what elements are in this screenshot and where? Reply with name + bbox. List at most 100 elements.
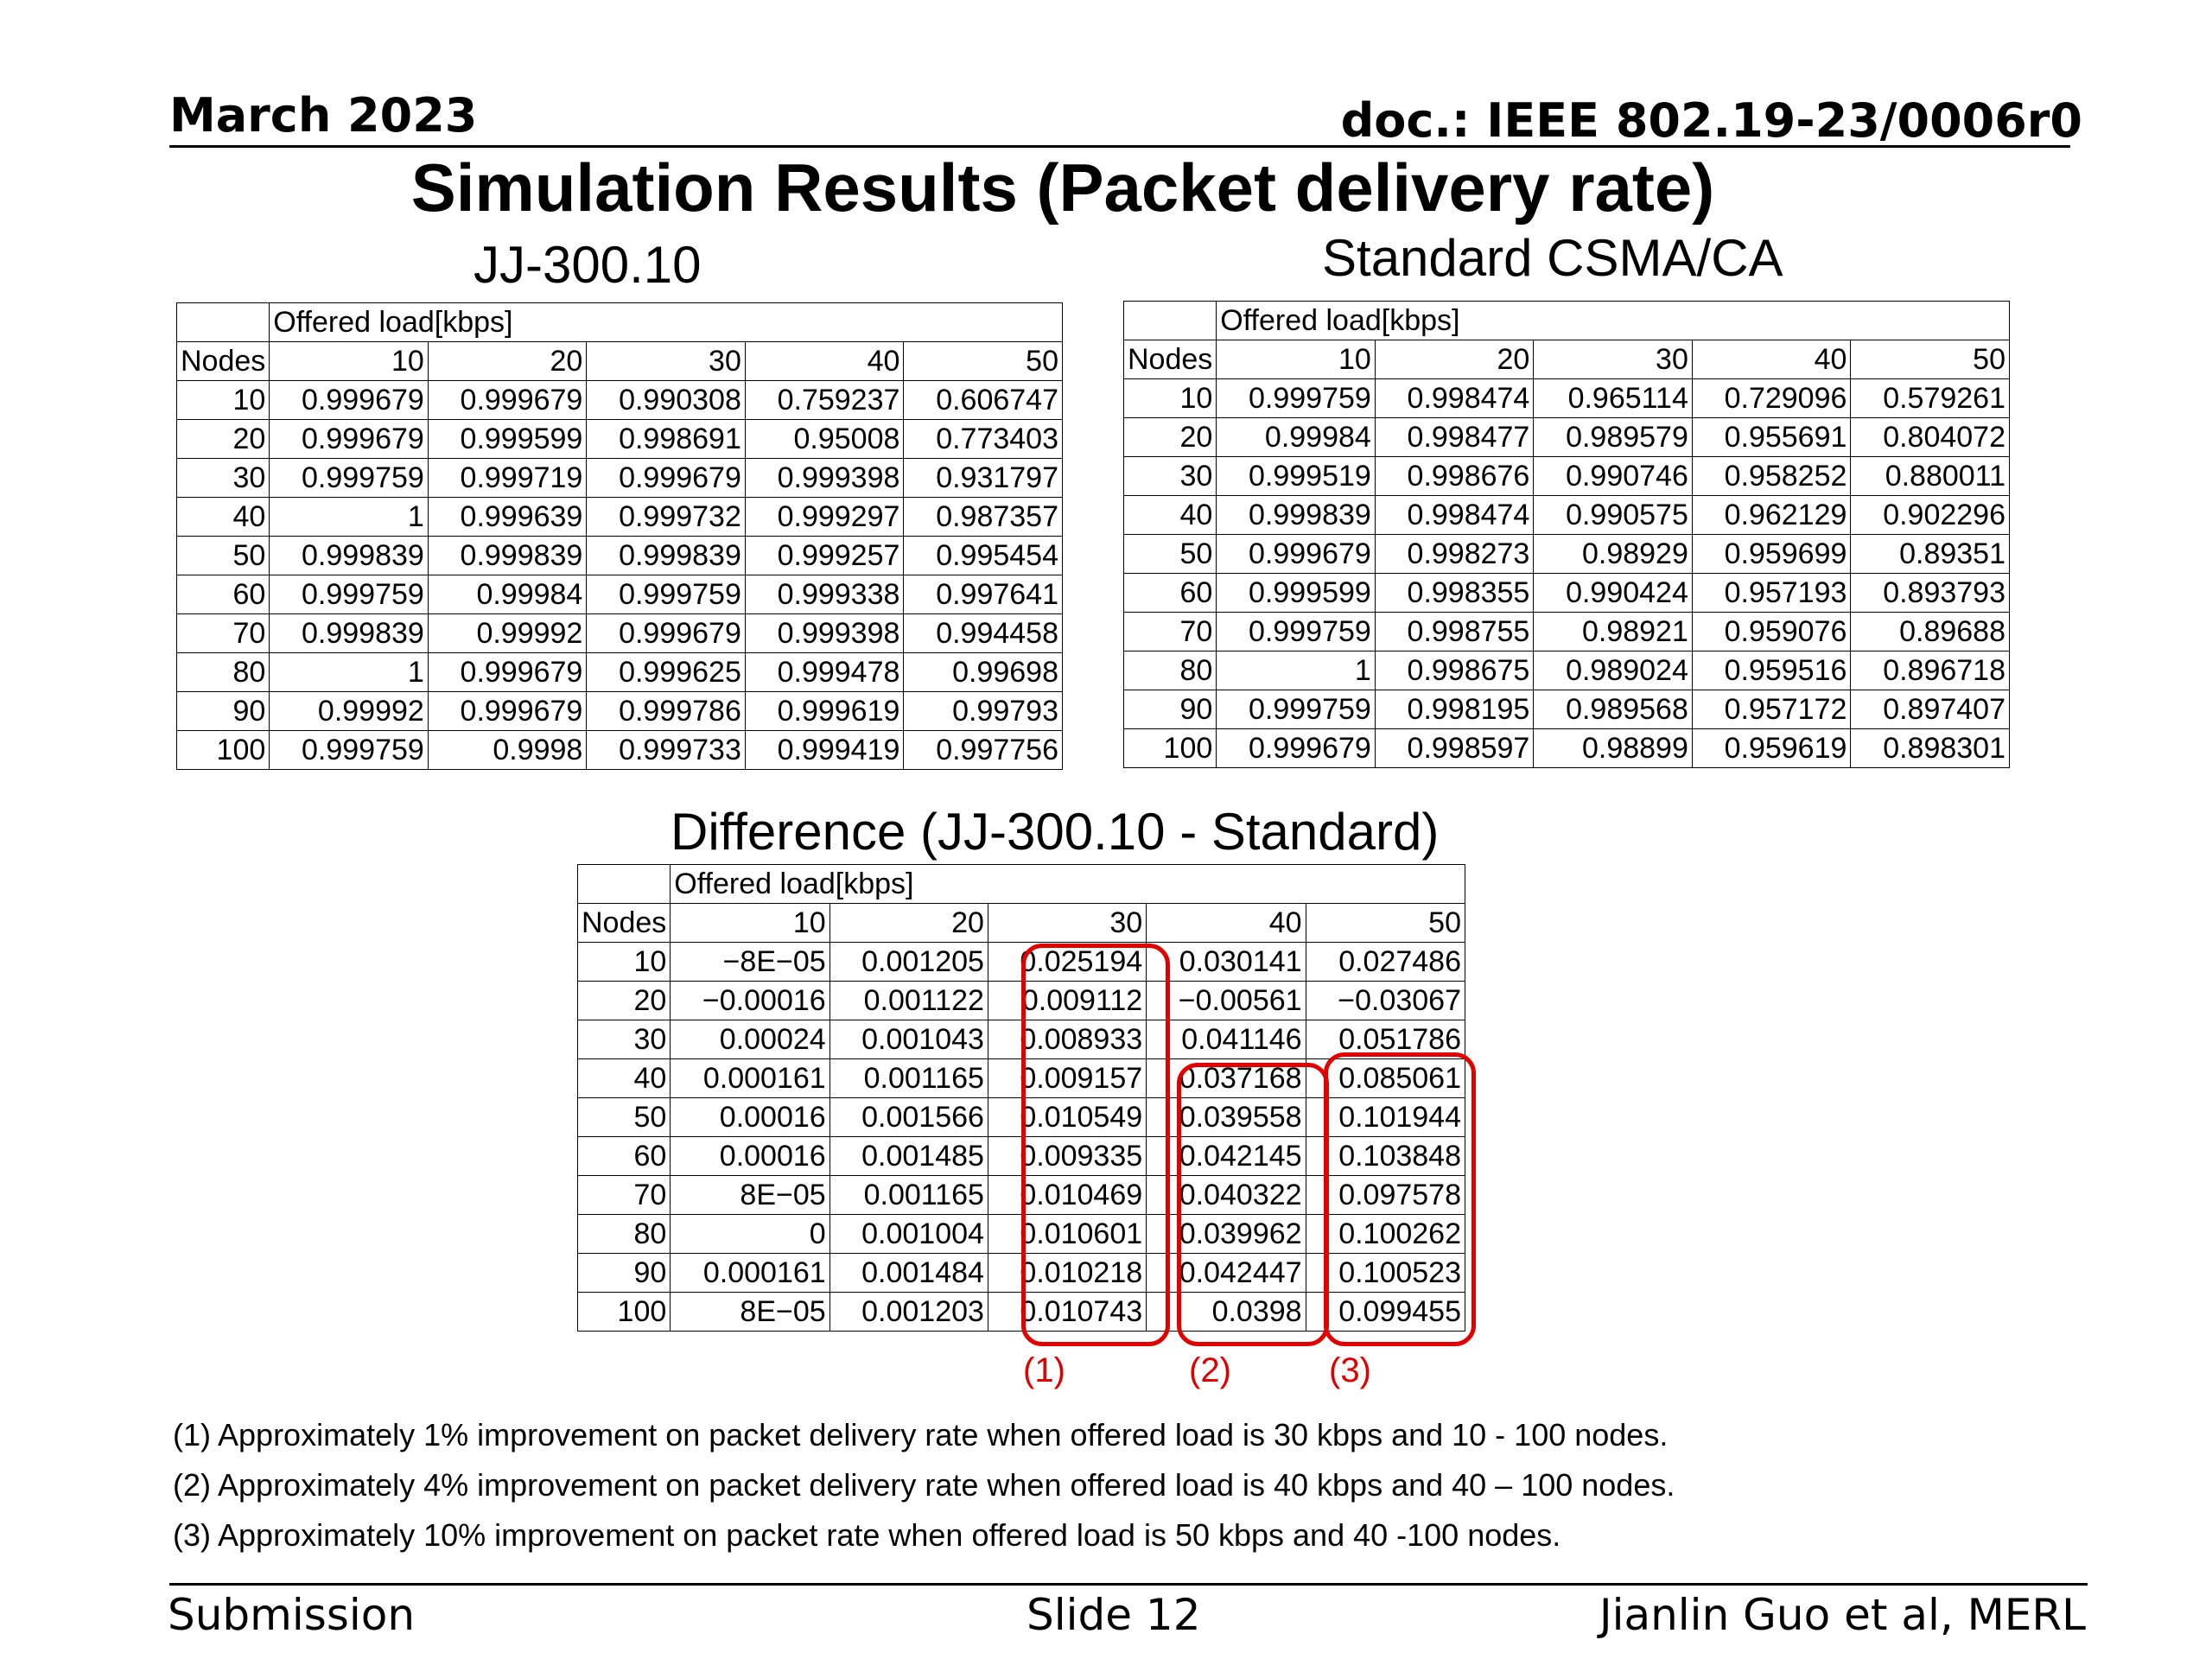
node-count-cell: 100 bbox=[1122, 728, 1217, 768]
value-cell: 0.101944 bbox=[1305, 1097, 1466, 1137]
node-count-cell: 10 bbox=[1122, 378, 1217, 418]
offered-load-label: Offered load[kbps] bbox=[1216, 301, 2010, 340]
value-cell: 0.99698 bbox=[903, 652, 1063, 692]
value-cell: 0.999619 bbox=[744, 691, 905, 731]
table-row: 90 0.99992 0.999679 0.999786 0.999619 0.99793 bbox=[175, 691, 1063, 731]
value-cell: 0.99992 bbox=[269, 691, 429, 731]
value-cell: 0.729096 bbox=[1691, 378, 1852, 418]
value-cell: 0.00016 bbox=[670, 1136, 830, 1176]
value-cell: 0.009335 bbox=[987, 1136, 1147, 1176]
table-row: 80 1 0.999679 0.999625 0.999478 0.99698 bbox=[175, 652, 1063, 692]
value-cell: 0.030141 bbox=[1146, 942, 1306, 982]
value-cell: 0.999759 bbox=[1216, 378, 1376, 418]
node-count-cell: 50 bbox=[576, 1097, 671, 1137]
value-cell: 0.001484 bbox=[829, 1253, 988, 1293]
value-cell: 0.097578 bbox=[1305, 1175, 1466, 1215]
node-count-cell: 80 bbox=[1122, 651, 1217, 690]
highlight-box-2 bbox=[1177, 1063, 1329, 1346]
value-cell: 0.990746 bbox=[1533, 456, 1693, 496]
value-cell: 0.009157 bbox=[987, 1058, 1147, 1098]
jj-results-table: Offered load[kbps] Nodes 10 20 30 40 50 10 0.999… bbox=[175, 302, 1063, 770]
value-cell: 0.998477 bbox=[1374, 417, 1535, 457]
table-header-row: Offered load[kbps] bbox=[1122, 301, 2010, 340]
value-cell: 0.001004 bbox=[829, 1214, 988, 1254]
value-cell: 0.98929 bbox=[1533, 534, 1693, 574]
offered-load-label: Offered load[kbps] bbox=[670, 864, 1465, 904]
node-count-cell: 100 bbox=[576, 1292, 671, 1332]
value-cell: 0.999519 bbox=[1216, 456, 1376, 496]
value-cell: 0.89688 bbox=[1850, 612, 2010, 652]
value-cell: 0.001165 bbox=[829, 1058, 988, 1098]
table-row: 70 0.999759 0.998755 0.98921 0.959076 0.89688 bbox=[1122, 612, 2010, 652]
value-cell: 0.962129 bbox=[1691, 495, 1852, 535]
slide-title: Simulation Results (Packet delivery rate… bbox=[410, 149, 1715, 226]
value-cell: 0.989024 bbox=[1533, 651, 1693, 690]
value-cell: −0.00561 bbox=[1146, 981, 1306, 1020]
value-cell: 0.999759 bbox=[1216, 612, 1376, 652]
table-corner-cell bbox=[1122, 301, 1217, 340]
value-cell: 0.990424 bbox=[1533, 573, 1693, 613]
value-cell: 0.579261 bbox=[1850, 378, 2010, 418]
table-row: 50 0.999679 0.998273 0.98929 0.959699 0.89351 bbox=[1122, 534, 2010, 574]
value-cell: 0.999257 bbox=[744, 536, 905, 575]
table-row: 20 −0.00016 0.001122 0.009112 −0.00561 −0.030… bbox=[576, 981, 1466, 1020]
value-cell: 0.99984 bbox=[1216, 417, 1376, 457]
value-cell: 0.999625 bbox=[586, 652, 746, 692]
node-count-cell: 70 bbox=[175, 613, 270, 653]
node-count-cell: 50 bbox=[175, 536, 270, 575]
node-count-cell: 40 bbox=[576, 1058, 671, 1098]
value-cell: 0.959699 bbox=[1691, 534, 1852, 574]
footer-slide-number: Slide 12 bbox=[1027, 1590, 1201, 1640]
value-cell: 0.902296 bbox=[1850, 495, 2010, 535]
value-cell: 0.99793 bbox=[903, 691, 1063, 731]
highlight-label-1: (1) bbox=[1023, 1351, 1065, 1389]
node-count-cell: 30 bbox=[1122, 456, 1217, 496]
table-header-row: Offered load[kbps] bbox=[576, 864, 1465, 904]
table-row: 30 0.999519 0.998676 0.990746 0.958252 0.8800… bbox=[1122, 456, 2010, 496]
value-cell: 0.999839 bbox=[1216, 495, 1376, 535]
value-cell: 0.999839 bbox=[269, 536, 429, 575]
node-count-cell: 100 bbox=[175, 730, 270, 770]
value-cell: 0.957193 bbox=[1691, 573, 1852, 613]
value-cell: 0.999719 bbox=[427, 458, 588, 498]
value-cell: 0.0398 bbox=[1146, 1292, 1306, 1332]
value-cell: 0.001566 bbox=[829, 1097, 988, 1137]
value-cell: 0.999759 bbox=[1216, 690, 1376, 729]
value-cell: 0.039558 bbox=[1146, 1097, 1306, 1137]
value-cell: 0.999759 bbox=[586, 575, 746, 614]
node-count-cell: 20 bbox=[576, 981, 671, 1020]
column-header-30: 30 bbox=[586, 341, 746, 381]
table-row: 30 0.999759 0.999719 0.999679 0.999398 0.9317… bbox=[175, 458, 1063, 498]
value-cell: 0.008933 bbox=[987, 1020, 1147, 1059]
node-count-cell: 70 bbox=[576, 1175, 671, 1215]
value-cell: 0.999419 bbox=[744, 730, 905, 770]
value-cell: 1 bbox=[269, 497, 429, 537]
value-cell: 0.98921 bbox=[1533, 612, 1693, 652]
value-cell: 0.001043 bbox=[829, 1020, 988, 1059]
value-cell: 0.998676 bbox=[1374, 456, 1535, 496]
value-cell: 0.009112 bbox=[987, 981, 1147, 1020]
value-cell: −8E−05 bbox=[670, 942, 830, 982]
column-header-40: 40 bbox=[744, 341, 905, 381]
value-cell: 0.040322 bbox=[1146, 1175, 1306, 1215]
value-cell: 0.999839 bbox=[427, 536, 588, 575]
highlight-label-3: (3) bbox=[1329, 1351, 1371, 1389]
jj-table-title: JJ-300.10 bbox=[474, 236, 702, 294]
value-cell: 0.999732 bbox=[586, 497, 746, 537]
value-cell: 0.759237 bbox=[744, 380, 905, 420]
value-cell: 0.001485 bbox=[829, 1136, 988, 1176]
table-corner-cell bbox=[175, 302, 270, 342]
node-count-cell: 50 bbox=[1122, 534, 1217, 574]
column-header-10: 10 bbox=[1216, 340, 1376, 379]
value-cell: −0.03067 bbox=[1305, 981, 1466, 1020]
value-cell: 0.999599 bbox=[427, 419, 588, 459]
table-row: 10 0.999759 0.998474 0.965114 0.729096 0.5792… bbox=[1122, 378, 2010, 418]
table-row: 40 0.999839 0.998474 0.990575 0.962129 0.9022… bbox=[1122, 495, 2010, 535]
value-cell: 0.998597 bbox=[1374, 728, 1535, 768]
value-cell: 0.994458 bbox=[903, 613, 1063, 653]
node-count-cell: 60 bbox=[576, 1136, 671, 1176]
column-header-40: 40 bbox=[1146, 903, 1306, 943]
value-cell: 0.001122 bbox=[829, 981, 988, 1020]
table-row: 20 0.999679 0.999599 0.998691 0.95008 0.77340… bbox=[175, 419, 1063, 459]
value-cell: 0.965114 bbox=[1533, 378, 1693, 418]
